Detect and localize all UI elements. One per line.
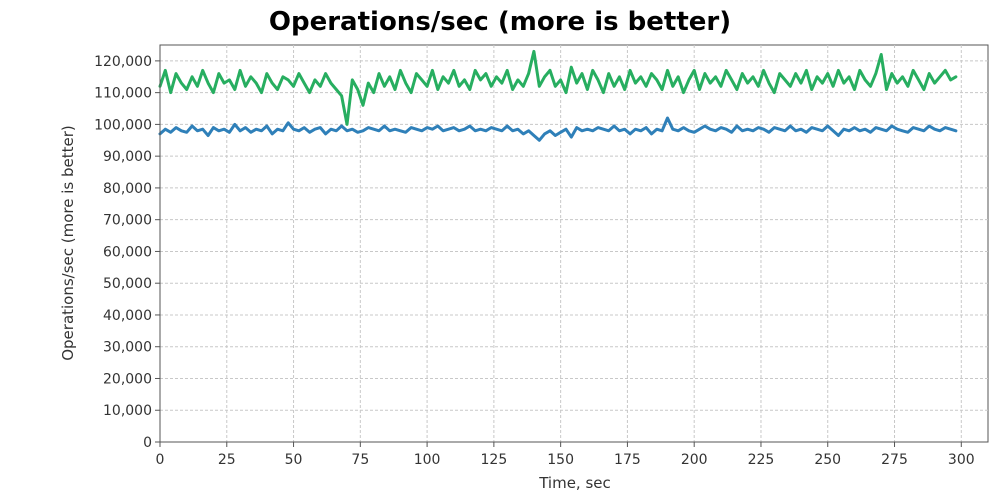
x-tick-label: 175: [614, 452, 641, 468]
y-axis-ticks: 0 10,000 20,000 30,000 40,000 50,000 60,000 70,…: [94, 54, 160, 451]
y-tick-label: 100,000: [94, 117, 152, 133]
x-tick-label: 200: [681, 452, 708, 468]
y-tick-label: 10,000: [103, 403, 152, 419]
y-tick-label: 110,000: [94, 86, 152, 102]
y-axis-label: Operations/sec (more is better): [59, 125, 77, 361]
x-tick-label: 75: [351, 452, 369, 468]
x-tick-label: 100: [414, 452, 441, 468]
x-tick-label: 0: [156, 452, 165, 468]
y-tick-label: 50,000: [103, 276, 152, 292]
chart-title: Operations/sec (more is better): [269, 7, 731, 37]
x-tick-label: 250: [814, 452, 841, 468]
y-tick-label: 120,000: [94, 54, 152, 70]
x-tick-label: 300: [948, 452, 975, 468]
x-tick-label: 50: [285, 452, 303, 468]
y-tick-label: 30,000: [103, 340, 152, 356]
x-axis-ticks: 0 25 50 75 100 125 150 175 200 225 250 275 300: [156, 442, 975, 468]
y-tick-label: 70,000: [103, 213, 152, 229]
series-layer: [158, 49, 958, 142]
y-tick-label: 80,000: [103, 181, 152, 197]
grid-layer: [160, 45, 988, 442]
y-tick-label: 20,000: [103, 371, 152, 387]
y-tick-label: 40,000: [103, 308, 152, 324]
x-tick-label: 275: [881, 452, 908, 468]
y-tick-label: 0: [143, 435, 152, 451]
x-tick-label: 125: [481, 452, 508, 468]
series-line-2: [158, 116, 958, 142]
x-tick-label: 25: [218, 452, 236, 468]
x-axis-label: Time, sec: [538, 474, 611, 492]
y-tick-label: 60,000: [103, 244, 152, 260]
series-line-1: [158, 49, 958, 126]
y-tick-label: 90,000: [103, 149, 152, 165]
plot-area: [159, 44, 989, 443]
x-tick-label: 225: [748, 452, 775, 468]
x-tick-label: 150: [547, 452, 574, 468]
